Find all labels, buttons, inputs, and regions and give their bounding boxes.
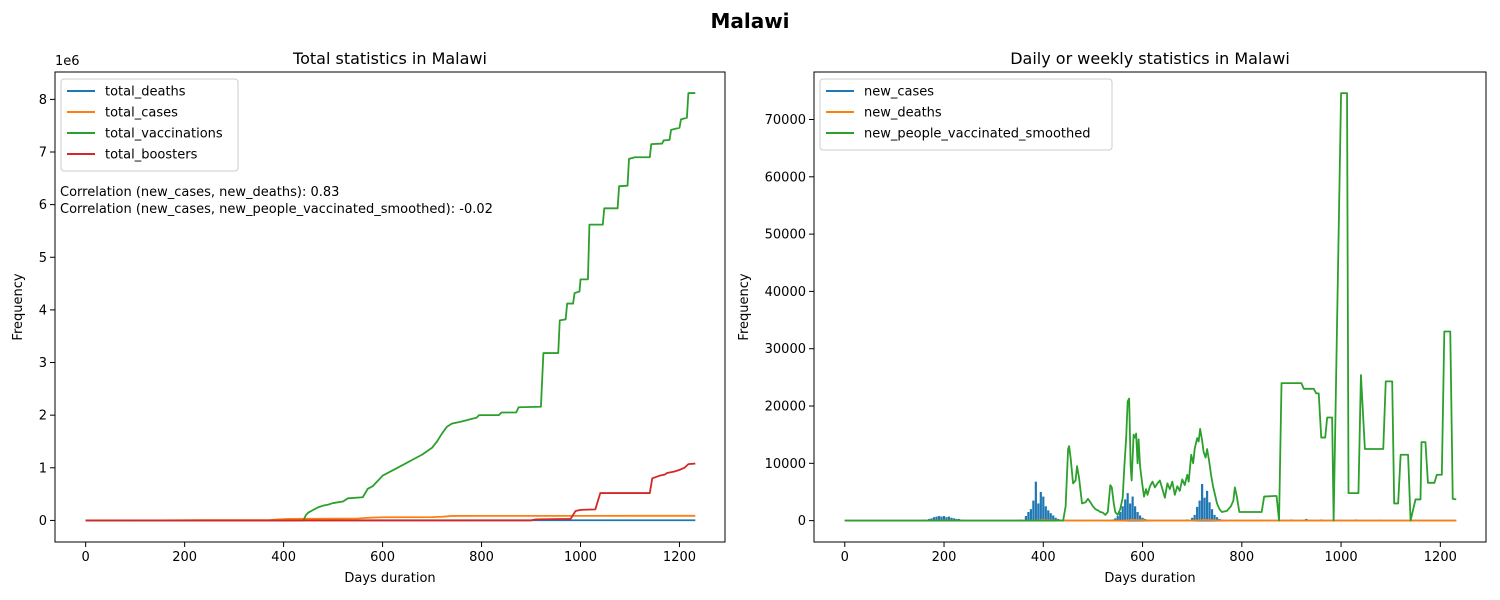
- y-tick-label: 6: [39, 198, 47, 213]
- legend-label: new_cases: [864, 85, 934, 100]
- legend-box: [60, 78, 239, 172]
- legend-box: [819, 78, 1113, 151]
- y-tick-label: 7: [39, 146, 47, 161]
- x-tick-label: 800: [469, 550, 494, 565]
- x-tick-label: 0: [841, 550, 849, 565]
- plot-area: [844, 92, 1457, 522]
- x-axis-label: Days duration: [1104, 571, 1195, 586]
- chart-left: Total statistics in Malawi 0 200 400 600 800 1…: [11, 49, 726, 586]
- y-axis-label: Frequency: [11, 273, 26, 340]
- y-tick-label: 10000: [765, 457, 806, 472]
- legend: new_cases new_deaths new_people_vaccinated…: [819, 78, 1113, 151]
- y-tick-label: 60000: [765, 170, 806, 185]
- x-tick-label: 400: [1031, 550, 1056, 565]
- chart-right: Daily or weekly statistics in Malawi 0 200…: [737, 49, 1487, 586]
- y-tick-label: 1: [39, 461, 47, 476]
- x-tick-label: 400: [271, 550, 296, 565]
- series-total-boosters: [85, 462, 696, 522]
- y-tick-label: 8: [39, 93, 47, 108]
- chart-title: Daily or weekly statistics in Malawi: [1010, 49, 1290, 68]
- x-tick-label: 800: [1229, 550, 1254, 565]
- y-tick-label: 5: [39, 251, 47, 266]
- legend-label: new_deaths: [864, 106, 942, 121]
- legend-label: new_people_vaccinated_smoothed: [864, 127, 1090, 142]
- plot-frame: [54, 71, 726, 543]
- series-new-people-vaccinated-smoothed: [844, 92, 1457, 522]
- y-tick-label: 20000: [765, 400, 806, 415]
- x-tick-label: 600: [1130, 550, 1155, 565]
- correlation-annotation: Correlation (new_cases, new_deaths): 0.8…: [60, 185, 339, 200]
- y-tick-label: 70000: [765, 113, 806, 128]
- y-tick-label: 4: [39, 303, 47, 318]
- x-tick-label: 1200: [1424, 550, 1457, 565]
- chart-title: Total statistics in Malawi: [292, 49, 487, 68]
- x-tick-label: 600: [370, 550, 395, 565]
- y-tick-label: 40000: [765, 285, 806, 300]
- x-tick-label: 0: [82, 550, 90, 565]
- legend-label: total_cases: [105, 106, 178, 121]
- correlation-annotation: Correlation (new_cases, new_people_vacci…: [60, 202, 493, 217]
- plot-frame: [813, 71, 1487, 543]
- x-tick-label: 1000: [564, 550, 597, 565]
- y-tick-label: 2: [39, 409, 47, 424]
- x-tick-label: 200: [932, 550, 957, 565]
- y-tick-label: 0: [39, 514, 47, 529]
- x-tick-label: 1200: [663, 550, 696, 565]
- x-tick-label: 1000: [1325, 550, 1358, 565]
- x-axis-label: Days duration: [344, 571, 435, 586]
- y-tick-label: 30000: [765, 342, 806, 357]
- legend-label: total_deaths: [105, 85, 186, 100]
- plot-area: [85, 92, 696, 522]
- y-axis-label: Frequency: [737, 273, 752, 340]
- series-total-vaccinations: [85, 92, 696, 522]
- figure-title: Malawi: [710, 9, 789, 33]
- legend-label: total_vaccinations: [105, 127, 223, 142]
- y-tick-label: 3: [39, 356, 47, 371]
- legend: total_deaths total_cases total_vaccination…: [60, 78, 239, 172]
- y-multiplier-label: 1e6: [55, 54, 80, 69]
- x-tick-label: 200: [172, 550, 197, 565]
- y-tick-label: 0: [798, 514, 806, 529]
- y-tick-label: 50000: [765, 228, 806, 243]
- legend-label: total_boosters: [105, 148, 198, 163]
